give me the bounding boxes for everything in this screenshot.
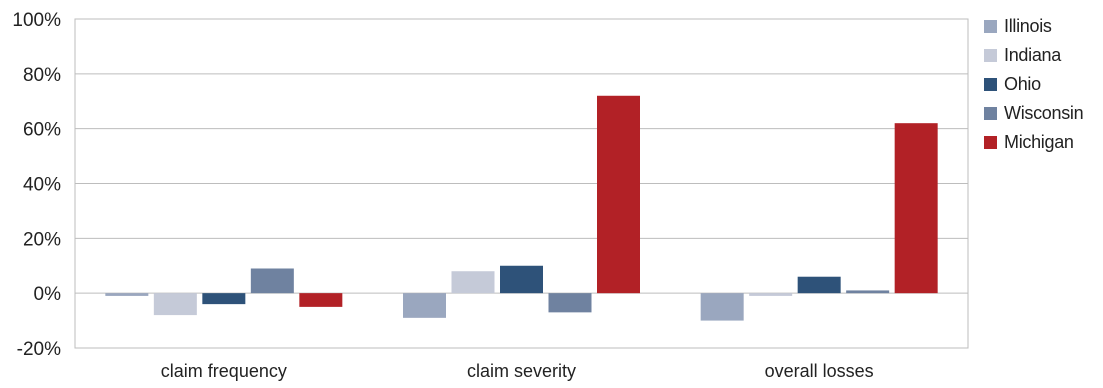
legend-swatch xyxy=(984,78,997,91)
bar-ohio-claim-severity xyxy=(500,265,543,294)
legend-swatch xyxy=(984,136,997,149)
y-tick-label: 40% xyxy=(23,175,61,196)
legend-label: Illinois xyxy=(1004,16,1052,36)
y-tick-label: 80% xyxy=(23,65,61,86)
bar-wisconsin-claim-severity xyxy=(548,293,592,313)
bar-illinois-overall-losses xyxy=(700,293,744,321)
bar-michigan-overall-losses xyxy=(894,123,938,294)
legend-swatch xyxy=(984,107,997,120)
y-tick-label: 20% xyxy=(23,229,61,250)
bars xyxy=(105,95,938,321)
legend-label: Ohio xyxy=(1004,74,1041,94)
legend-swatch xyxy=(984,49,997,62)
legend-label: Indiana xyxy=(1004,45,1061,65)
bar-indiana-claim-severity xyxy=(451,271,495,294)
bar-wisconsin-claim-frequency xyxy=(250,268,294,294)
legend-swatch xyxy=(984,20,997,33)
x-tick-label: overall losses xyxy=(765,361,874,381)
bar-ohio-overall-losses xyxy=(797,276,841,294)
bar-indiana-claim-frequency xyxy=(153,293,197,316)
legend-item-illinois: Illinois xyxy=(984,12,1083,41)
legend: Illinois Indiana Ohio Wisconsin Michigan xyxy=(984,12,1084,157)
legend-item-ohio: Ohio xyxy=(984,70,1083,99)
bar-indiana-overall-losses xyxy=(749,293,793,296)
plot-frame xyxy=(74,18,969,349)
y-tick-label: 100% xyxy=(12,10,61,31)
x-tick-label: claim frequency xyxy=(161,361,287,381)
legend-item-indiana: Indiana xyxy=(984,41,1083,70)
legend-label: Michigan xyxy=(1004,132,1074,152)
bar-ohio-claim-frequency xyxy=(202,293,246,305)
legend-item-wisconsin: Wisconsin xyxy=(984,99,1084,128)
legend-label: Wisconsin xyxy=(1004,103,1084,123)
bar-michigan-claim-severity xyxy=(597,95,640,294)
y-tick-label: 0% xyxy=(34,284,62,305)
axes: -20% 0% 20% 40% 60% 80% 100% claim frequency cla… xyxy=(12,10,873,381)
bar-illinois-claim-severity xyxy=(403,293,446,318)
legend-item-michigan: Michigan xyxy=(984,128,1083,157)
bar-michigan-claim-frequency xyxy=(299,293,343,307)
bar-illinois-claim-frequency xyxy=(105,293,149,296)
x-tick-label: claim severity xyxy=(467,361,576,381)
bar-wisconsin-overall-losses xyxy=(846,290,890,294)
y-tick-label: -20% xyxy=(17,339,61,360)
y-tick-label: 60% xyxy=(23,120,61,141)
